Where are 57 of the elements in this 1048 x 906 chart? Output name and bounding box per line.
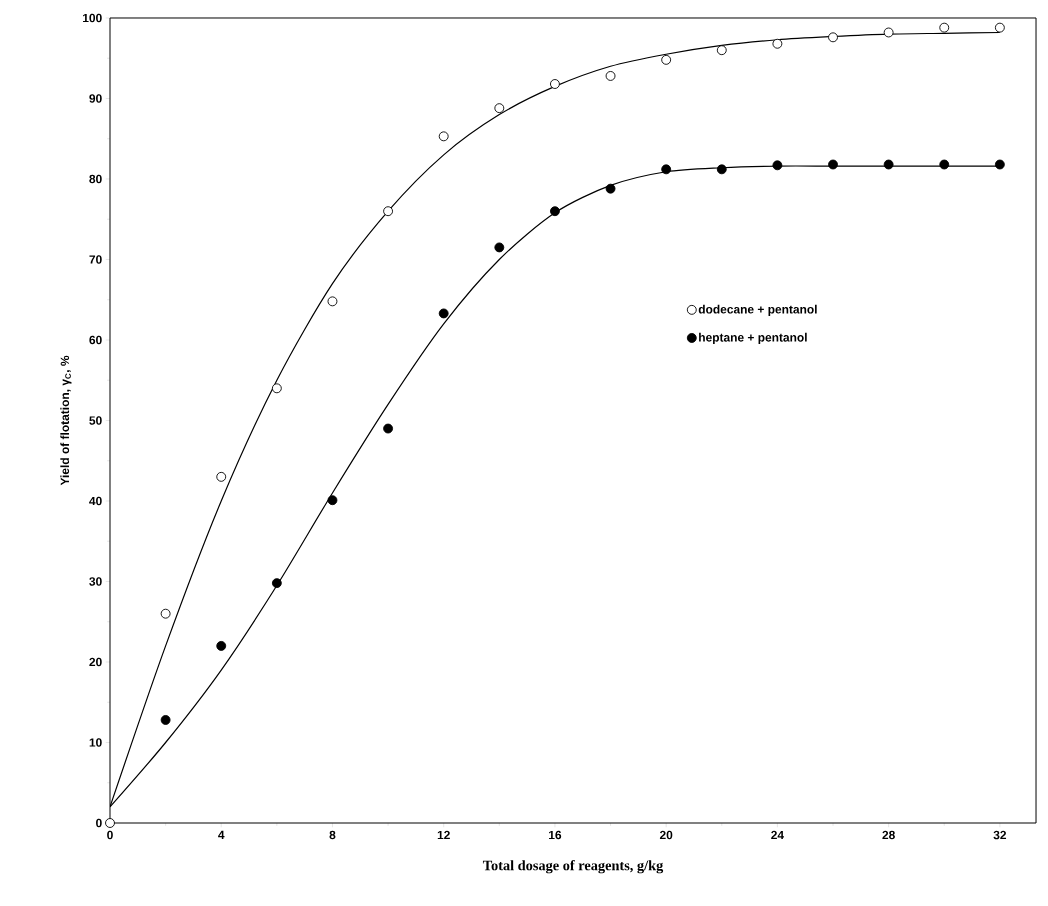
y-tick-label: 0 [96, 818, 102, 828]
point [883, 27, 894, 38]
x-tick-label: 0 [107, 830, 113, 840]
point [383, 423, 394, 434]
x-tick-label: 32 [993, 830, 1007, 840]
point [383, 206, 394, 217]
y-tick-label: 10 [89, 738, 102, 747]
y-tick-label: 20 [89, 657, 102, 667]
y-tick-label: 70 [89, 255, 102, 264]
point [494, 103, 505, 114]
x-tick-label: 8 [329, 830, 336, 840]
point [605, 71, 616, 81]
point [661, 164, 672, 175]
point [438, 308, 449, 319]
point [994, 22, 1005, 33]
point [550, 79, 560, 89]
point [883, 159, 894, 170]
y-axis-title: Yield of flotation, γ$_{C}$, % [60, 355, 72, 486]
point [828, 32, 838, 43]
point [160, 608, 171, 619]
point [327, 296, 338, 307]
x-tick-label: 4 [218, 830, 225, 839]
y-tick-label: 90 [89, 94, 102, 103]
point [216, 640, 227, 651]
point [438, 131, 449, 142]
point [828, 159, 838, 170]
point [327, 495, 338, 506]
y-tick-label: 40 [89, 496, 102, 506]
y-tick-label: 80 [89, 174, 102, 184]
point [716, 164, 727, 175]
x-tick-label: 16 [549, 830, 562, 840]
point [994, 159, 1005, 170]
point [716, 45, 727, 56]
point [550, 206, 560, 217]
legend-label: dodecane + pentanol [698, 304, 817, 316]
x-tick-label: 12 [437, 830, 450, 840]
point [105, 818, 115, 828]
point [216, 471, 227, 482]
y-tick-label: 50 [89, 416, 102, 425]
point [772, 38, 783, 49]
point [661, 54, 672, 65]
point [605, 183, 616, 194]
x-tick-label: 28 [882, 830, 895, 840]
point [160, 715, 171, 725]
point [271, 578, 282, 589]
point [772, 160, 783, 171]
x-tick-label: 24 [771, 830, 784, 840]
x-axis-title: Total dosage of reagents, g/kg [482, 860, 664, 874]
y-tick-label: 100 [83, 13, 102, 23]
y-tick-label: 30 [89, 577, 102, 586]
legend-label: heptane + pentanol [699, 332, 807, 345]
y-tick-label: 60 [89, 335, 102, 345]
point [939, 22, 950, 33]
point [494, 242, 505, 253]
point [271, 383, 282, 394]
point [939, 159, 950, 170]
x-tick-label: 20 [659, 830, 673, 840]
